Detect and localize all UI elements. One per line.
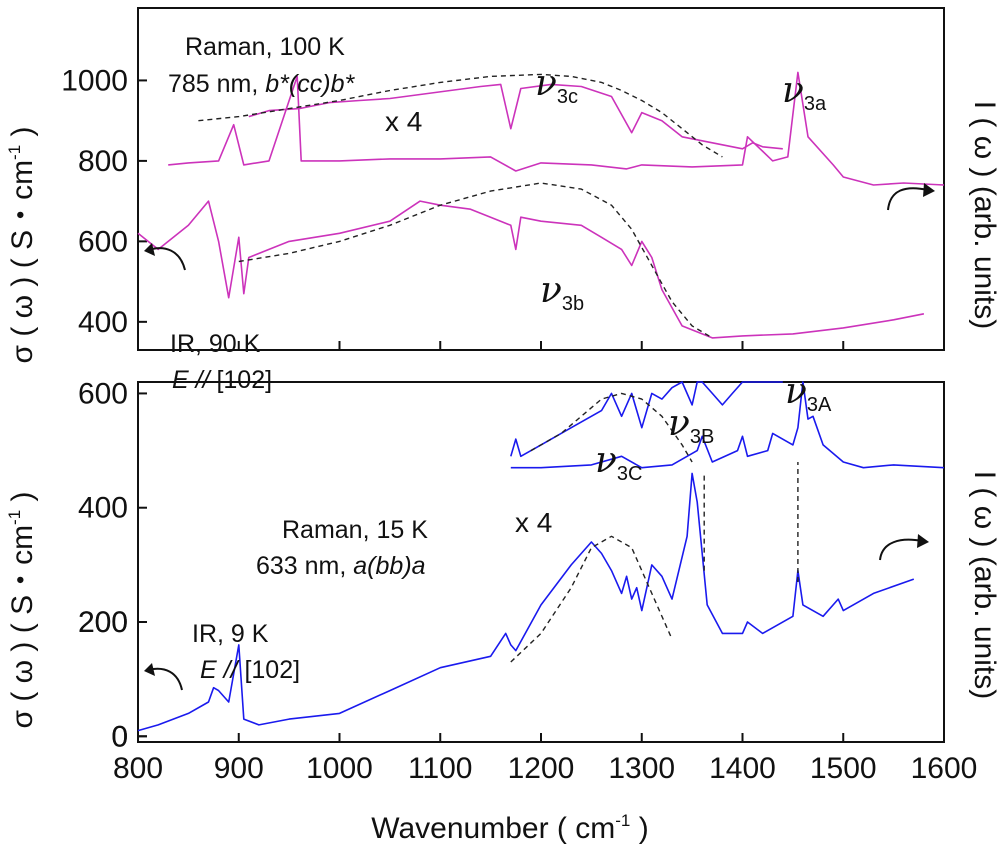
x-tick-label: 1000 xyxy=(306,752,373,785)
series-line xyxy=(168,71,945,186)
top-x4-label: x 4 xyxy=(385,106,422,137)
bottom-raman-line1: Raman, 15 K xyxy=(282,516,428,544)
nu3B-label: ν3B xyxy=(668,403,714,448)
y-tick-label: 600 xyxy=(78,225,128,258)
y-tick-label: 1000 xyxy=(61,64,128,97)
y-tick-label: 0 xyxy=(111,720,128,753)
top-ir-line2: E // [102] xyxy=(172,366,272,394)
series-line xyxy=(248,83,783,150)
series-line xyxy=(198,73,723,158)
bottom-raman-line2: 633 nm, a(bb)a xyxy=(256,552,426,580)
series-line xyxy=(238,182,713,339)
top-raman-line1: Raman, 100 K xyxy=(185,33,345,61)
bottom-left-y-label: σ ( ω ) ( S・cm-1 ) xyxy=(5,491,39,728)
series-line xyxy=(510,381,945,469)
bottom-ir-line2: E // [102] xyxy=(200,656,300,684)
series-line xyxy=(137,200,925,339)
nu3b-label: ν3b xyxy=(540,270,584,315)
x-tick-label: 1600 xyxy=(911,752,978,785)
nu3a-label: ν3a xyxy=(782,70,827,115)
x-tick-label: 900 xyxy=(214,752,264,785)
series-line xyxy=(137,472,915,732)
x-tick-label: 1100 xyxy=(408,752,473,785)
arrow-top-right-icon xyxy=(887,183,935,211)
y-tick-label: 400 xyxy=(78,306,128,339)
x-tick-label: 1500 xyxy=(810,752,877,785)
series-line xyxy=(530,392,693,463)
series-line xyxy=(510,535,673,663)
y-tick-label: 800 xyxy=(78,145,128,178)
x-ticks: 800 900 1000 1100 1200 1300 1400 1500 1600 xyxy=(113,341,977,785)
top-raman-line2: 785 nm, b*(cc)b* xyxy=(168,70,355,98)
y-tick-label: 0 xyxy=(111,720,128,753)
x-tick-label: 1400 xyxy=(709,752,776,785)
bottom-right-y-label: I ( ω ) (arb. units) xyxy=(968,471,1000,699)
bottom-ir-line1: IR, 9 K xyxy=(192,620,269,648)
arrow-top-left-icon xyxy=(144,243,186,271)
nu3A-label: ν3A xyxy=(785,371,832,416)
top-right-y-label: I ( ω ) (arb. units) xyxy=(968,101,1000,329)
x-tick-label: 1200 xyxy=(508,752,575,785)
top-left-y-label: σ ( ω ) ( S・cm-1 ) xyxy=(5,126,39,363)
x-tick-label: 800 xyxy=(113,752,163,785)
x-axis-label: Wavenumber ( cm-1 ) xyxy=(371,811,648,845)
series-layer xyxy=(137,71,945,732)
y-tick-label: 200 xyxy=(78,606,128,639)
nu3C-label: ν3C xyxy=(595,440,642,485)
top-ir-line1: IR, 90 K xyxy=(170,330,261,358)
arrow-bottom-left-icon xyxy=(144,663,183,691)
y-tick-label: 600 xyxy=(78,377,128,410)
bottom-x4-label: x 4 xyxy=(515,507,552,538)
nu3c-label: ν3c xyxy=(535,63,578,108)
arrow-bottom-right-icon xyxy=(879,534,929,561)
y-tick-label: 400 xyxy=(78,492,128,525)
y-tick-label: 200 xyxy=(78,606,128,639)
x-tick-label: 1300 xyxy=(608,752,675,785)
series-line xyxy=(510,381,783,458)
